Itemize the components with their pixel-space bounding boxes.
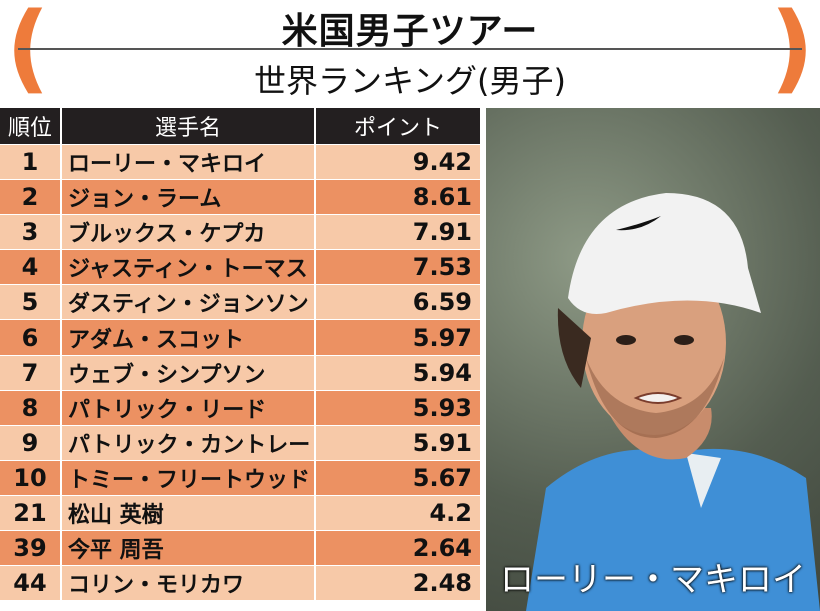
points-cell: 6.59 <box>412 288 472 317</box>
rank-cell: 8 <box>0 390 62 425</box>
rank-cell: 3 <box>0 215 62 250</box>
player-name-cell: 今平 周吾 <box>62 531 316 566</box>
table-row: 21 松山 英樹 4.2 <box>0 494 480 531</box>
points-cell: 5.91 <box>412 428 472 457</box>
table-row: 9 パトリック・カントレー 5.91 <box>0 424 480 460</box>
points-cell: 8.61 <box>412 183 472 212</box>
player-name-cell: 松山 英樹 <box>62 495 316 531</box>
ranking-table: 順位 選手名 ポイント 1 ローリー・マキロイ 9.42 2 ジョン・ラーム 8.61 3 ブ… <box>0 108 480 601</box>
points-cell: 7.91 <box>412 218 472 247</box>
table-row: 3 ブルックス・ケプカ 7.91 <box>0 214 480 250</box>
rank-cell: 10 <box>0 460 62 495</box>
header: ( ) 米国男子ツアー 世界ランキング(男子) <box>0 0 820 106</box>
column-header-name: 選手名 <box>62 108 316 144</box>
rank-cell: 7 <box>0 355 62 390</box>
player-name-cell: トミー・フリートウッド <box>62 460 316 495</box>
player-photo: ローリー・マキロイ <box>486 108 820 611</box>
rank-cell: 2 <box>0 180 62 215</box>
points-cell: 5.94 <box>412 358 472 387</box>
player-name-cell: ローリー・マキロイ <box>62 145 316 180</box>
player-photo-illustration <box>526 193 820 611</box>
rank-cell: 44 <box>0 566 62 601</box>
rank-cell: 6 <box>0 320 62 355</box>
table-row: 7 ウェブ・シンプソン 5.94 <box>0 354 480 390</box>
rank-cell: 21 <box>0 495 62 531</box>
player-name-cell: パトリック・リード <box>62 390 316 425</box>
rank-cell: 1 <box>0 145 62 180</box>
points-cell: 5.93 <box>412 393 472 422</box>
points-cell: 5.97 <box>412 323 472 352</box>
table-row: 2 ジョン・ラーム 8.61 <box>0 179 480 215</box>
table-row: 10 トミー・フリートウッド 5.67 <box>0 459 480 495</box>
rank-cell: 39 <box>0 531 62 566</box>
player-name-cell: ダスティン・ジョンソン <box>62 285 316 320</box>
table-row: 39 今平 周吾 2.64 <box>0 530 480 566</box>
table-header: 順位 選手名 ポイント <box>0 108 480 144</box>
sub-title: 世界ランキング(男子) <box>253 62 566 100</box>
column-header-points: ポイント <box>353 116 442 141</box>
photo-caption: ローリー・マキロイ <box>500 560 806 600</box>
table-row: 4 ジャスティン・トーマス 7.53 <box>0 249 480 285</box>
table-row: 8 パトリック・リード 5.93 <box>0 389 480 425</box>
table-row: 5 ダスティン・ジョンソン 6.59 <box>0 284 480 320</box>
table-body: 1 ローリー・マキロイ 9.42 2 ジョン・ラーム 8.61 3 ブルックス・ケプカ 7.91… <box>0 144 480 601</box>
table-row: 44 コリン・モリカワ 2.48 <box>0 565 480 601</box>
player-name-cell: ウェブ・シンプソン <box>62 355 316 390</box>
points-cell: 5.67 <box>412 463 472 492</box>
player-name-cell: ジョン・ラーム <box>62 180 316 215</box>
points-cell: 2.48 <box>412 569 472 598</box>
points-cell: 4.2 <box>429 498 472 527</box>
points-cell: 2.64 <box>412 534 472 563</box>
rank-cell: 5 <box>0 285 62 320</box>
player-name-cell: ジャスティン・トーマス <box>62 250 316 285</box>
rank-cell: 4 <box>0 250 62 285</box>
player-name-cell: パトリック・カントレー <box>62 425 316 460</box>
player-name-cell: ブルックス・ケプカ <box>62 215 316 250</box>
column-header-rank: 順位 <box>0 108 62 144</box>
player-name-cell: コリン・モリカワ <box>62 566 316 601</box>
points-cell: 9.42 <box>412 148 472 177</box>
table-row: 6 アダム・スコット 5.97 <box>0 319 480 355</box>
title-divider <box>18 48 802 50</box>
points-cell: 7.53 <box>412 253 472 282</box>
player-name-cell: アダム・スコット <box>62 320 316 355</box>
main-title: 米国男子ツアー <box>281 11 539 52</box>
table-row: 1 ローリー・マキロイ 9.42 <box>0 144 480 180</box>
rank-cell: 9 <box>0 425 62 460</box>
